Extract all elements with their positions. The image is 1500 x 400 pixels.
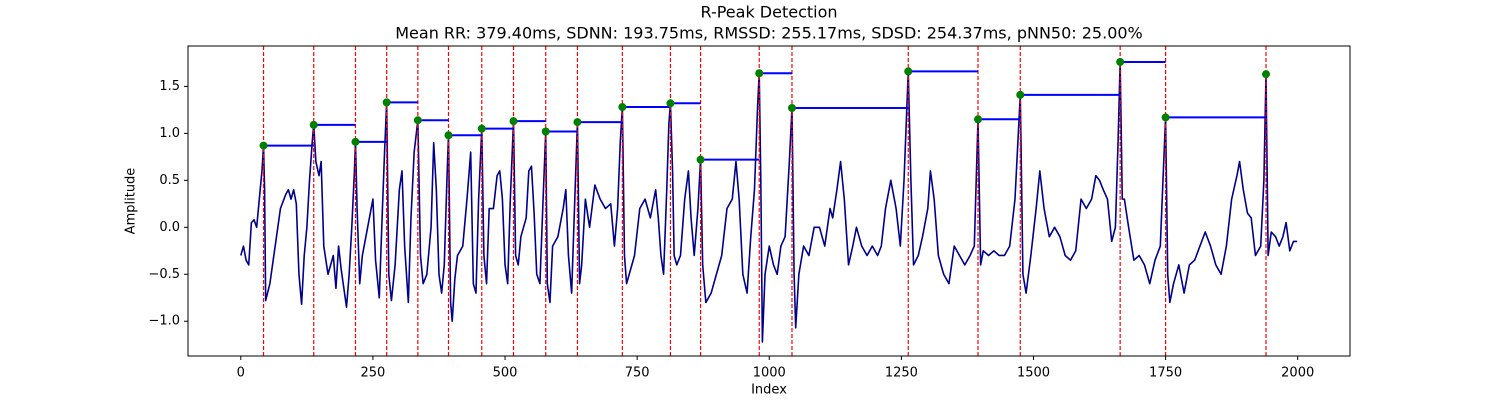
r-peak <box>1016 90 1025 99</box>
x-tick-label: 0 <box>237 366 245 381</box>
r-peak <box>904 67 913 76</box>
y-tick-label: 1.0 <box>159 126 180 141</box>
r-peak <box>541 127 550 136</box>
r-peak <box>573 118 582 127</box>
plot-area <box>240 46 1298 356</box>
x-tick-label: 1750 <box>1149 366 1182 381</box>
y-axis-label: Amplitude <box>124 168 139 235</box>
r-peak <box>787 104 796 112</box>
signal-line <box>240 61 1298 343</box>
y-tick-label: −1.0 <box>148 314 180 329</box>
r-peak <box>666 99 675 108</box>
x-tick-label: 750 <box>625 366 650 381</box>
r-peak <box>1116 57 1125 66</box>
r-peak <box>309 120 318 129</box>
r-peak <box>382 98 391 107</box>
r-peak <box>618 103 627 112</box>
x-tick-label: 500 <box>493 366 518 381</box>
r-peak <box>351 137 360 146</box>
r-peak <box>444 131 453 140</box>
chart-title: R-Peak Detection <box>700 3 837 22</box>
r-peak <box>477 124 486 133</box>
r-peak <box>509 117 518 126</box>
x-axis-label: Index <box>751 383 787 398</box>
y-tick-label: 0.0 <box>159 220 180 235</box>
y-tick-label: −0.5 <box>148 267 180 282</box>
y-tick-label: 0.5 <box>159 173 180 188</box>
r-peak <box>974 115 983 124</box>
y-tick-label: 1.5 <box>159 79 180 94</box>
r-peak <box>413 116 422 125</box>
x-tick-label: 1250 <box>885 366 918 381</box>
chart-subtitle: Mean RR: 379.40ms, SDNN: 193.75ms, RMSSD… <box>395 24 1143 43</box>
r-peak <box>696 155 705 164</box>
r-peak <box>259 141 268 150</box>
x-tick-label: 2000 <box>1281 366 1314 381</box>
r-peak <box>1262 70 1271 79</box>
r-peak <box>755 69 764 78</box>
x-tick-label: 1500 <box>1017 366 1050 381</box>
r-peak <box>1161 113 1170 122</box>
x-tick-label: 1000 <box>753 366 786 381</box>
x-tick-label: 250 <box>361 366 386 381</box>
